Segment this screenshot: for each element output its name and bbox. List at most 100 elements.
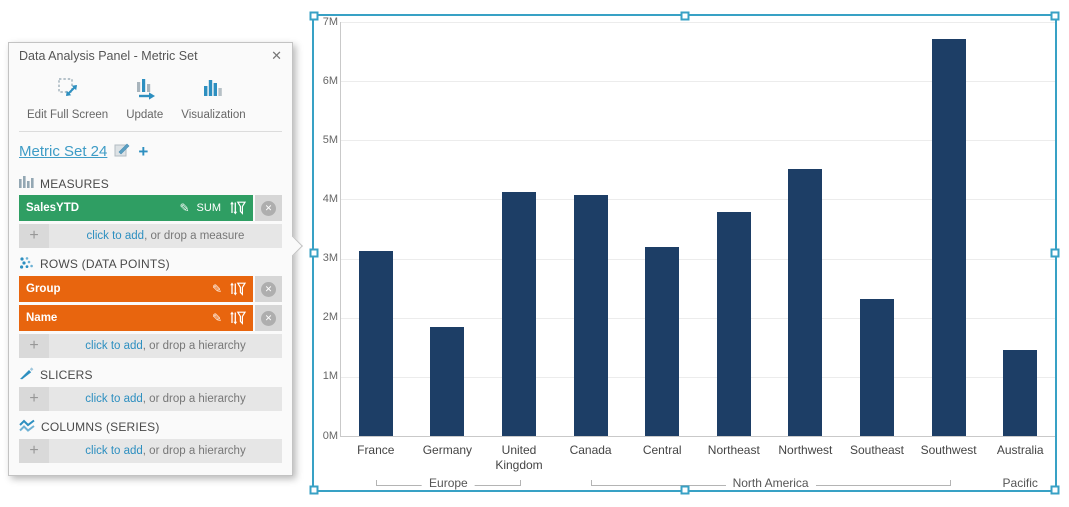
bar-australia[interactable]	[1003, 350, 1038, 436]
metric-set-link[interactable]: Metric Set 24	[19, 143, 108, 160]
measures-icon	[19, 176, 34, 191]
resize-handle[interactable]	[309, 485, 319, 495]
add-metric-set-icon[interactable]: +	[138, 142, 149, 161]
close-icon[interactable]: ✕	[271, 48, 282, 63]
add-slicer-button[interactable]: + click to add, or drop a hierarchy	[19, 387, 282, 411]
tool-label: Visualization	[181, 109, 246, 121]
click-to-add-link[interactable]: click to add	[85, 445, 143, 457]
category-label: Canada	[569, 443, 612, 457]
section-label: SLICERS	[40, 367, 93, 382]
category-label: Southwest	[920, 443, 977, 457]
measures-header: MEASURES	[9, 168, 292, 195]
category-label: Northeast	[707, 443, 760, 457]
hierarchy-field-row: Name ✎ ✕	[19, 305, 282, 331]
edit-full-screen-icon	[55, 75, 81, 106]
resize-handle[interactable]	[1050, 248, 1060, 258]
click-to-add-link[interactable]: click to add	[86, 230, 145, 242]
resize-handle[interactable]	[1050, 485, 1060, 495]
columns-header: COLUMNS (SERIES)	[9, 411, 292, 439]
edit-pencil-icon[interactable]: ✎	[179, 201, 190, 215]
placeholder-text: click to add, or drop a hierarchy	[85, 445, 246, 457]
aggregator-label: SUM	[196, 202, 221, 214]
category-label: Southeast	[849, 443, 905, 457]
gridline	[340, 140, 1056, 142]
bar-united-kingdom[interactable]	[502, 191, 536, 436]
group-bracket: Europe	[375, 476, 521, 490]
update-button[interactable]: Update	[126, 75, 163, 121]
remove-icon: ✕	[261, 200, 276, 216]
remove-field-button[interactable]: ✕	[255, 276, 282, 302]
edit-metric-set-icon[interactable]	[114, 141, 131, 162]
click-to-add-link[interactable]: click to add	[85, 393, 143, 405]
group-bracket: Pacific	[980, 476, 1060, 490]
add-measure-button[interactable]: + click to add, or drop a measure	[19, 224, 282, 248]
tool-label: Update	[126, 109, 164, 121]
tool-label: Edit Full Screen	[27, 109, 109, 121]
category-label: Australia	[996, 443, 1044, 457]
field-name: Name	[26, 312, 58, 324]
add-row-hierarchy-button[interactable]: + click to add, or drop a hierarchy	[19, 334, 282, 358]
placeholder-text: click to add, or drop a hierarchy	[85, 340, 246, 352]
resize-handle[interactable]	[309, 248, 319, 258]
section-measures: MEASURES SalesYTD ✎ SUM ✕ + click to add, o…	[9, 168, 292, 248]
edit-full-screen-button[interactable]: Edit Full Screen	[27, 75, 108, 121]
bar-southeast[interactable]	[860, 299, 894, 436]
bar-central[interactable]	[645, 246, 680, 436]
y-axis-tick-label: 6M	[322, 74, 338, 87]
section-label: MEASURES	[40, 176, 109, 191]
plus-icon: +	[19, 224, 49, 248]
rows-data-points-icon	[19, 256, 34, 272]
hierarchy-field[interactable]: Name ✎	[19, 305, 253, 331]
bar-chart[interactable]: 0M 1M 2M 3M 4M 5M 6M 7M France Germany United King…	[312, 14, 1057, 492]
measure-field[interactable]: SalesYTD ✎ SUM	[19, 195, 253, 221]
add-column-hierarchy-button[interactable]: + click to add, or drop a hierarchy	[19, 439, 282, 463]
bar-southwest[interactable]	[931, 39, 966, 436]
bar-canada[interactable]	[573, 194, 608, 436]
click-to-add-link[interactable]: click to add	[85, 340, 143, 352]
placeholder-text: click to add, or drop a measure	[86, 230, 245, 242]
divider	[19, 131, 282, 132]
gridline	[340, 376, 1056, 378]
bar-germany[interactable]	[430, 327, 465, 436]
y-axis-tick-label: 4M	[322, 192, 338, 205]
edit-pencil-icon[interactable]: ✎	[211, 311, 222, 325]
section-label: ROWS (DATA POINTS)	[40, 257, 170, 271]
remove-field-button[interactable]: ✕	[255, 195, 282, 221]
sort-filter-icon[interactable]	[229, 311, 246, 325]
sort-filter-icon[interactable]	[229, 201, 246, 215]
group-label: Europe	[422, 476, 475, 490]
visualization-button[interactable]: Visualization	[181, 75, 246, 121]
resize-handle[interactable]	[680, 11, 689, 21]
rows-header: ROWS (DATA POINTS)	[9, 248, 292, 276]
plus-icon: +	[19, 334, 49, 358]
edit-pencil-icon[interactable]: ✎	[211, 282, 222, 296]
panel-title: Data Analysis Panel - Metric Set	[19, 49, 198, 63]
resize-handle[interactable]	[1050, 11, 1060, 21]
bar-northwest[interactable]	[788, 169, 823, 436]
chart-widget[interactable]: 0M 1M 2M 3M 4M 5M 6M 7M France Germany United King…	[309, 11, 1060, 495]
visualization-icon	[200, 75, 226, 106]
gridline	[340, 22, 1056, 23]
gridline	[340, 317, 1056, 319]
panel-header: Data Analysis Panel - Metric Set ✕	[9, 43, 292, 67]
category-label: Germany	[422, 443, 473, 457]
data-analysis-panel: Data Analysis Panel - Metric Set ✕ Edit …	[8, 42, 293, 476]
hierarchy-field[interactable]: Group ✎	[19, 276, 253, 302]
field-name: SalesYTD	[26, 202, 80, 214]
plus-icon: +	[19, 387, 49, 411]
section-label: COLUMNS (SERIES)	[41, 420, 160, 434]
resize-handle[interactable]	[680, 485, 689, 495]
x-axis-line	[340, 436, 1056, 437]
bar-france[interactable]	[358, 250, 393, 436]
bar-northeast[interactable]	[716, 212, 751, 436]
slicers-icon	[19, 366, 34, 383]
placeholder-text: click to add, or drop a hierarchy	[85, 393, 246, 405]
resize-handle[interactable]	[309, 11, 319, 21]
plus-icon: +	[19, 439, 49, 463]
category-label: France	[357, 443, 395, 457]
section-slicers: SLICERS + click to add, or drop a hierar…	[9, 358, 292, 411]
remove-field-button[interactable]: ✕	[255, 305, 282, 331]
update-icon	[132, 75, 158, 106]
sort-filter-icon[interactable]	[229, 282, 246, 296]
gridline	[340, 258, 1056, 260]
